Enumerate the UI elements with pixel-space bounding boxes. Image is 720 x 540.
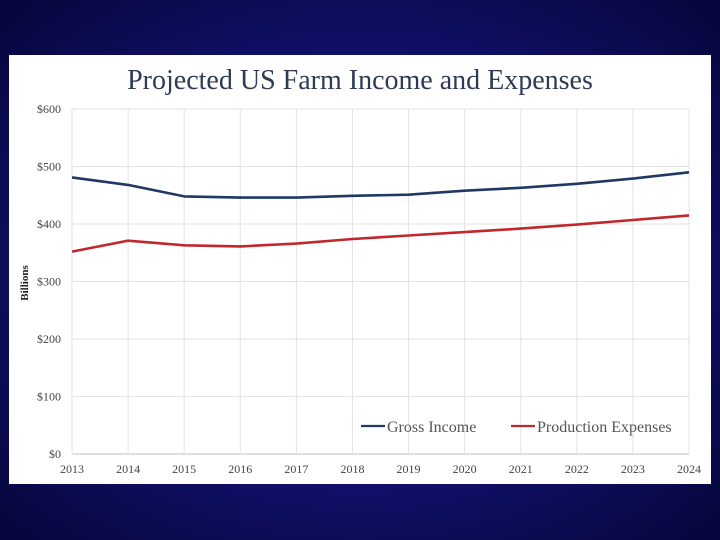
series-line-gross-income xyxy=(71,171,690,199)
x-tick-label: 2013 xyxy=(60,462,84,476)
y-tick-label: $100 xyxy=(37,390,61,404)
x-tick-label: 2016 xyxy=(228,462,252,476)
y-tick-label: $400 xyxy=(37,217,61,231)
line-chart: $0 $100 $200 $300 $400 $500 $600 2013 2014 2015 2… xyxy=(19,102,701,476)
y-tick-label: $500 xyxy=(37,160,61,174)
y-tick-label: $0 xyxy=(49,447,61,461)
x-tick-label: 2019 xyxy=(397,462,421,476)
chart-panel: Projected US Farm Income and Expenses $0… xyxy=(9,55,711,484)
x-tick-label: 2018 xyxy=(340,462,364,476)
x-tick-label: 2015 xyxy=(172,462,196,476)
x-tick-label: 2014 xyxy=(116,462,140,476)
x-tick-label: 2017 xyxy=(284,462,308,476)
chart-title: Projected US Farm Income and Expenses xyxy=(127,65,593,96)
x-tick-label: 2020 xyxy=(453,462,477,476)
legend-label: Gross Income xyxy=(387,419,476,436)
y-tick-label: $300 xyxy=(37,275,61,289)
y-tick-label: $600 xyxy=(37,102,61,116)
x-tick-label: 2022 xyxy=(565,462,589,476)
x-tick-label: 2023 xyxy=(621,462,645,476)
y-tick-label: $200 xyxy=(37,332,61,346)
legend-label: Production Expenses xyxy=(537,419,672,436)
x-tick-label: 2021 xyxy=(509,462,533,476)
series-line-production-expenses xyxy=(71,214,690,253)
x-tick-label: 2024 xyxy=(677,462,701,476)
y-axis-label: Billions xyxy=(19,265,31,301)
